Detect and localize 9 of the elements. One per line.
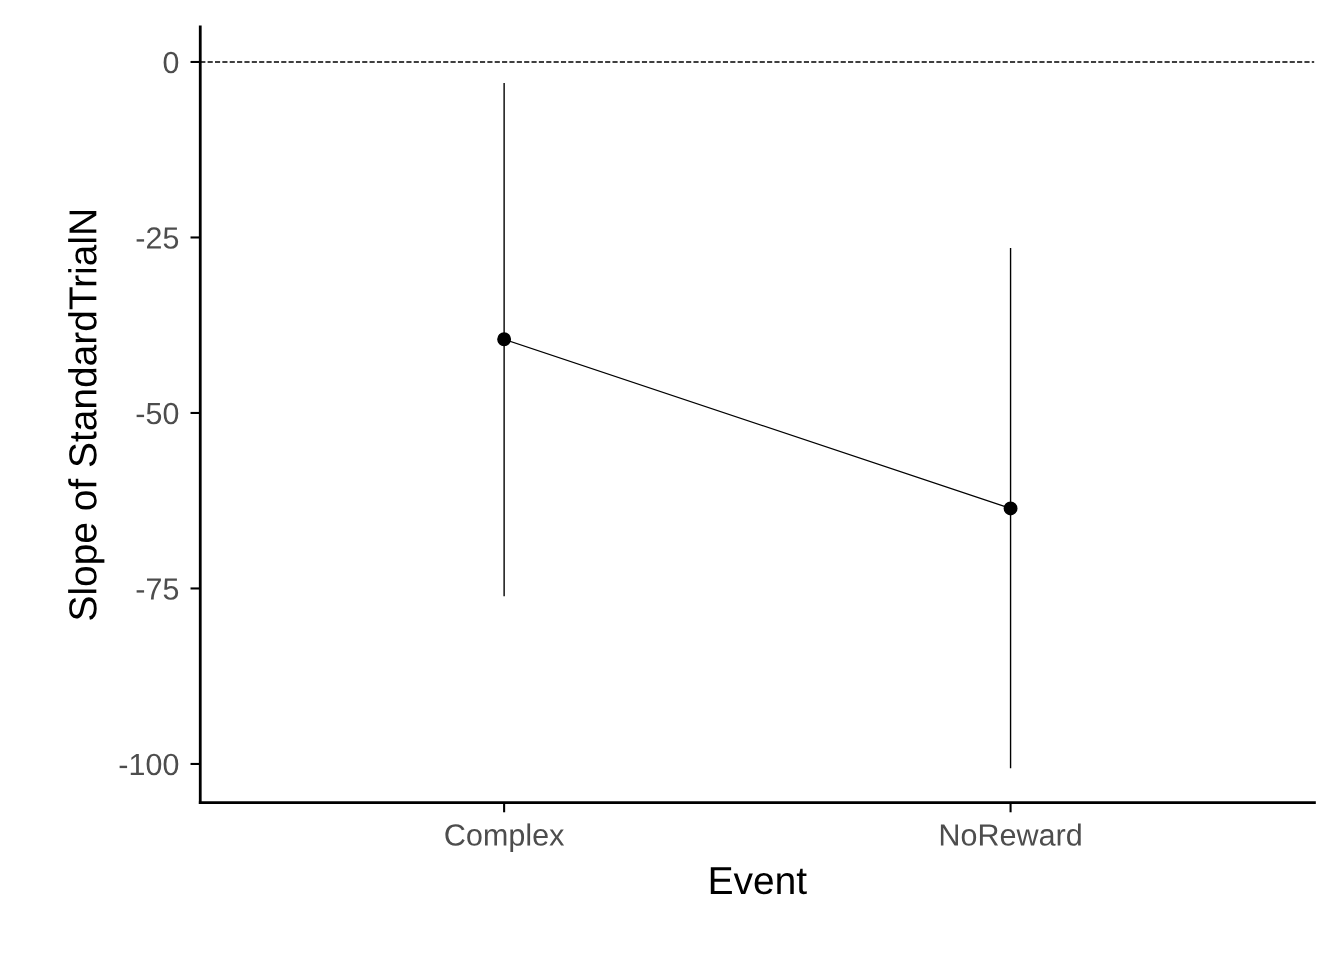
y-tick-label: -100 [119,753,179,776]
y-tick-label: -25 [136,227,179,249]
y-tick-label: -50 [136,402,179,425]
x-axis-title: Event [710,867,807,895]
y-tick-label: 0 [163,51,179,74]
x-tick-label: NoReward [940,823,1081,846]
y-tick-label: -75 [136,578,179,600]
x-tick-label: Complex [445,823,565,852]
y-axis-title: Slope of StandardTrialN [68,211,105,620]
